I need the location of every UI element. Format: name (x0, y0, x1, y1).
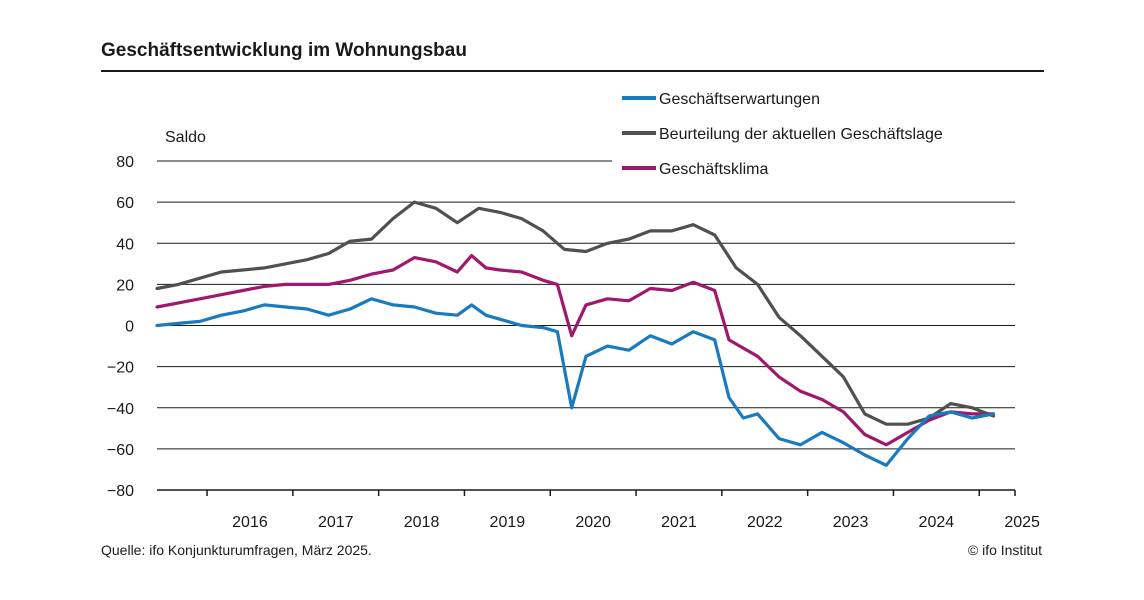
legend-label: Geschäftsklima (659, 161, 768, 178)
y-tick-label: 60 (116, 195, 134, 212)
legend-spacer (620, 164, 621, 165)
series-lines (155, 200, 996, 467)
x-axis: 2016 2017 2018 2019 2020 2021 2022 2023 2024 2025 (157, 489, 1040, 531)
y-tick-label: −80 (107, 483, 134, 500)
legend: Geschäftserwartungen Beurteilung der aktu… (620, 91, 943, 178)
y-tick-label: −40 (107, 401, 134, 418)
series-line (155, 200, 996, 426)
chart-title: Geschäftsentwicklung im Wohnungsbau (101, 40, 467, 61)
y-tick-label: 20 (116, 277, 134, 294)
legend-spacer (620, 94, 621, 95)
legend-spacer (620, 129, 621, 130)
copyright-note: © ifo Institut (967, 542, 1042, 558)
series-line (155, 254, 996, 447)
x-tick-label: 2020 (575, 514, 611, 531)
legend-label: Geschäftserwartungen (659, 91, 820, 108)
title-rule (101, 70, 1044, 72)
y-tick-labels: 80 60 40 20 0 −20 −40 −60 −80 (107, 154, 134, 500)
y-tick-label: −20 (107, 360, 134, 377)
series-line (155, 297, 996, 467)
y-axis-label: Saldo (165, 129, 206, 146)
y-tick-label: −60 (107, 442, 134, 459)
x-tick-label: 2024 (919, 514, 955, 531)
y-tick-label: 40 (116, 236, 134, 253)
source-note: Quelle: ifo Konjunkturumfragen, März 202… (101, 542, 372, 558)
x-tick-label: 2019 (490, 514, 526, 531)
x-tick-label: 2021 (661, 514, 697, 531)
x-tick-label: 2017 (318, 514, 354, 531)
y-tick-label: 0 (125, 319, 134, 336)
x-tick-label: 2018 (404, 514, 440, 531)
x-tick-label: 2023 (833, 514, 869, 531)
x-tick-label: 2022 (747, 514, 783, 531)
x-tick-label: 2025 (1004, 514, 1040, 531)
legend-label: Beurteilung der aktuellen Geschäftslage (659, 126, 943, 143)
y-tick-label: 80 (116, 154, 134, 171)
x-tick-label: 2016 (232, 514, 268, 531)
